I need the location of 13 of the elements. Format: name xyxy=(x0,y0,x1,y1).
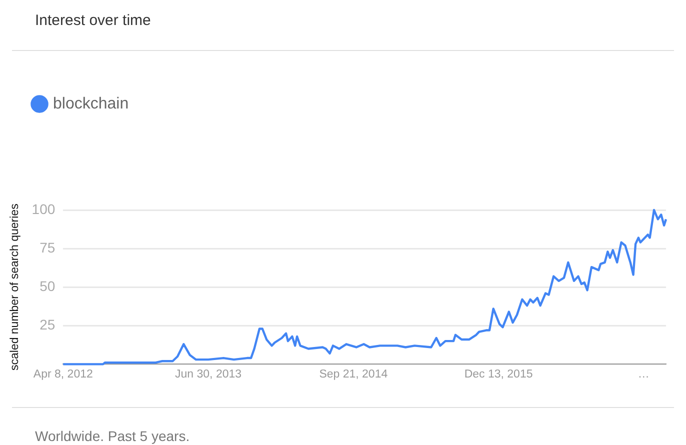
y-axis-title: scaled number of search queries xyxy=(9,203,22,371)
y-tick-label: 75 xyxy=(40,239,56,256)
y-tick-label: 50 xyxy=(40,278,56,294)
x-tick-label: Jun 30, 2013 xyxy=(175,368,242,380)
x-tick-label: Sep 21, 2014 xyxy=(319,368,388,380)
x-tick-label: … xyxy=(638,368,650,380)
y-tick-label: 25 xyxy=(40,316,56,333)
legend-label: blockchain xyxy=(53,95,129,112)
y-tick-label: 100 xyxy=(32,200,56,217)
chart-title: Interest over time xyxy=(35,12,151,29)
x-tick-label: Apr 8, 2012 xyxy=(33,368,93,380)
text: Worldwide. Past 5 years. xyxy=(35,428,190,444)
x-tick-label: Dec 13, 2015 xyxy=(464,368,533,380)
